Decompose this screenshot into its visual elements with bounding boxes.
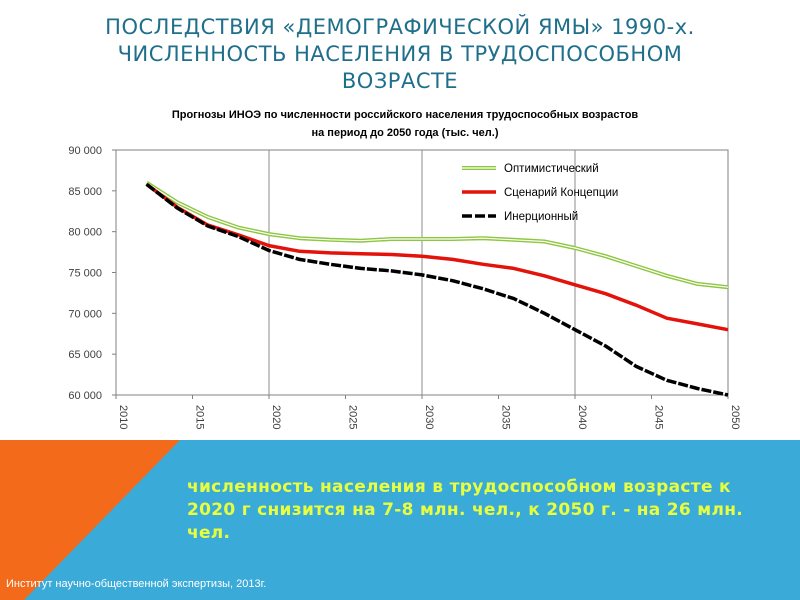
x-tick-label: 2050	[729, 405, 741, 429]
slide-title-line-2: ЧИСЛЕННОСТЬ НАСЕЛЕНИЯ В ТРУДОСПОСОБНОМ	[117, 42, 683, 66]
legend-label: Оптимистический	[504, 163, 599, 175]
x-tick-label: 2030	[423, 405, 435, 429]
y-tick-label: 70 000	[68, 308, 102, 320]
y-tick-label: 90 000	[68, 145, 102, 157]
banner-orange-triangle	[0, 440, 180, 600]
series-line-optimistic-inner	[146, 182, 729, 288]
chart-legend: Оптимистический Сценарий Концепции Инерцио…	[462, 163, 618, 223]
population-forecast-chart: Прогнозы ИНОЭ по численности российского…	[68, 109, 741, 429]
source-note: Институт научно-общественной экспертизы,…	[6, 578, 267, 590]
x-tick-label: 2035	[500, 405, 512, 429]
slide-title: ПОСЛЕДСТВИЯ «ДЕМОГРАФИЧЕСКОЙ ЯМЫ» 1990-х…	[60, 14, 740, 95]
y-tick-label: 65 000	[68, 349, 102, 361]
y-tick-label: 80 000	[68, 227, 102, 239]
y-tick-label: 85 000	[68, 186, 102, 198]
series-line-concept	[145, 182, 729, 332]
legend-label: Сценарий Концепции	[504, 187, 618, 199]
x-tick-label: 2040	[576, 405, 588, 429]
chart-title-line-1: Прогнозы ИНОЭ по численности российского…	[172, 109, 639, 121]
series-line-inertial	[145, 182, 729, 397]
legend-label: Инерционный	[504, 211, 578, 223]
y-tick-label: 60 000	[68, 390, 102, 402]
y-tick-label: 75 000	[68, 268, 102, 280]
slide-title-line-3: ВОЗРАСТЕ	[341, 69, 459, 93]
conclusion-text: численность населения в трудоспособном в…	[187, 477, 744, 543]
x-tick-label: 2025	[347, 405, 359, 429]
slide-title-line-1: ПОСЛЕДСТВИЯ «ДЕМОГРАФИЧЕСКОЙ ЯМЫ» 1990-х…	[105, 15, 695, 39]
conclusion-banner	[0, 440, 800, 600]
x-tick-label: 2020	[270, 405, 282, 429]
chart-title-line-2: на период до 2050 года (тыс. чел.)	[311, 127, 498, 139]
x-tick-label: 2045	[653, 405, 665, 429]
x-tick-label: 2015	[194, 405, 206, 429]
x-tick-label: 2010	[117, 405, 129, 429]
